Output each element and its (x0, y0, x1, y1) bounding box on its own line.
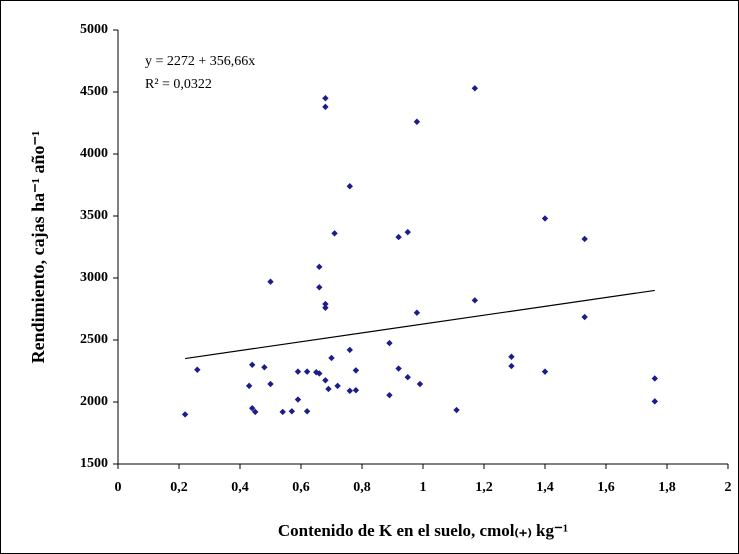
x-tick-label: 1,2 (475, 480, 493, 495)
x-tick-label: 1,4 (536, 480, 554, 495)
data-point (416, 380, 424, 388)
y-tick-label: 4000 (80, 146, 108, 161)
data-point (322, 304, 329, 311)
data-point (328, 354, 335, 362)
data-point (245, 382, 253, 390)
data-point (346, 387, 353, 395)
x-tick-label: 1,6 (597, 480, 615, 495)
data-point (267, 278, 274, 285)
data-point (322, 103, 329, 111)
data-point (404, 228, 411, 236)
data-point (325, 385, 332, 393)
data-point (413, 118, 421, 125)
y-axis-label: Rendimiento, cajas ha⁻¹ año⁻¹ (28, 131, 48, 364)
y-tick-label: 1500 (80, 456, 108, 471)
data-point (471, 297, 479, 304)
data-point (651, 398, 658, 405)
data-point (261, 364, 268, 371)
data-point (249, 361, 256, 368)
y-tick-label: 2000 (80, 394, 108, 409)
data-point (322, 95, 329, 102)
data-point (453, 406, 460, 414)
data-point (249, 405, 256, 412)
data-point (316, 284, 323, 291)
data-point (581, 235, 588, 243)
y-tick-label: 3000 (80, 270, 108, 285)
data-point (252, 408, 259, 416)
data-point (322, 377, 329, 384)
data-point (541, 215, 549, 222)
trendline (185, 289, 655, 360)
data-point (294, 396, 302, 403)
x-tick-label: 1 (420, 480, 427, 495)
x-tick-label: 0 (115, 480, 122, 495)
data-point (541, 368, 549, 375)
data-point (346, 183, 353, 190)
x-tick-label: 1,8 (658, 480, 676, 495)
data-point (471, 85, 479, 92)
data-point (386, 391, 393, 399)
equation: y = 2272 + 356,66x (145, 54, 255, 69)
data-point (194, 366, 201, 373)
data-point (395, 365, 402, 372)
data-point (651, 375, 658, 382)
data-point (322, 300, 329, 308)
data-point (331, 230, 338, 237)
data-point (508, 353, 515, 360)
x-tick-label: 0,6 (292, 480, 310, 495)
data-point (395, 233, 402, 241)
data-point (581, 313, 588, 321)
x-tick-label: 0,8 (353, 480, 371, 495)
y-tick-label: 2500 (80, 332, 108, 347)
x-axis-label: Contenido de K en el suelo, cmol₍₊₎ kg⁻¹ (278, 521, 568, 540)
data-point (386, 339, 393, 347)
x-tick-label: 2 (725, 480, 732, 495)
data-point (316, 263, 323, 271)
data-point (303, 408, 311, 415)
y-tick-label: 3500 (80, 208, 108, 223)
data-point (316, 370, 323, 377)
data-point (279, 408, 286, 416)
x-tick-label: 0,4 (231, 480, 249, 495)
r-squared: R² = 0,0322 (145, 77, 212, 92)
data-point (404, 374, 411, 381)
data-point (288, 408, 296, 415)
data-point (346, 346, 353, 354)
data-point (181, 411, 189, 418)
data-point (352, 367, 360, 374)
data-point (352, 387, 360, 394)
data-point (303, 368, 311, 375)
x-tick-label: 0,2 (170, 480, 188, 495)
data-point (508, 362, 515, 370)
data-point (334, 382, 341, 390)
data-point (267, 380, 274, 388)
data-point (413, 309, 421, 316)
y-tick-label: 4500 (80, 84, 108, 99)
data-point (294, 368, 302, 375)
y-tick-label: 5000 (80, 22, 108, 37)
